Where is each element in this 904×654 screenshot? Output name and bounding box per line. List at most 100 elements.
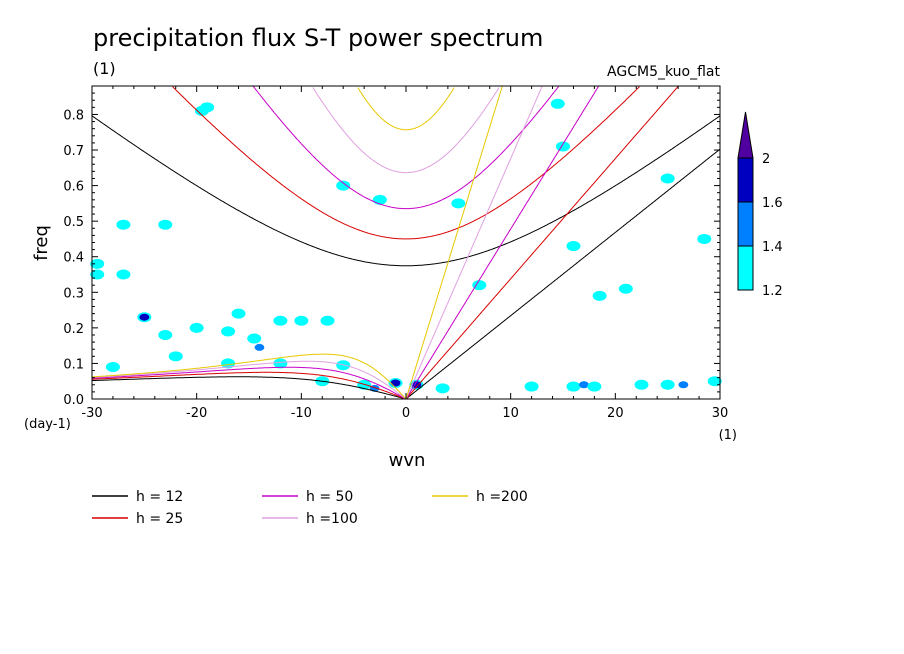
contour-blob <box>390 379 401 387</box>
dispersion-curve-er <box>92 360 407 400</box>
y-tick-label: 0.2 <box>63 322 84 337</box>
contour-blob <box>320 315 335 326</box>
contour-blob <box>336 180 351 191</box>
x-axis-label: wvn <box>389 450 426 471</box>
dispersion-curve-er <box>91 376 407 400</box>
dispersion-curves <box>91 85 721 400</box>
contour-blob <box>221 358 236 369</box>
contour-blob <box>579 381 589 389</box>
legend-label: h = 50 <box>306 489 353 505</box>
dispersion-curve-er <box>92 366 407 400</box>
y-tick-label: 0.4 <box>63 251 84 266</box>
y-tick-label: 0.3 <box>63 286 84 301</box>
dispersion-curve-ig <box>91 115 721 267</box>
dispersion-curve-ig <box>357 87 455 131</box>
contour-blob <box>116 219 131 230</box>
contour-blob <box>634 379 649 390</box>
contour-blob <box>435 383 450 394</box>
contour-blob <box>472 280 487 291</box>
contour-blob <box>524 381 539 392</box>
colorbar-top-triangle <box>737 111 754 159</box>
chart-subtitle-left: (1) <box>93 59 116 78</box>
x-axis: -30 -20 -10 0 10 20 30 <box>81 86 728 421</box>
contour-blob <box>660 379 675 390</box>
dispersion-curve-kelvin <box>405 86 679 400</box>
dispersion-curve-ig <box>172 86 640 240</box>
contour-blob <box>372 194 387 205</box>
contour-blob <box>660 173 675 184</box>
x-tick-label: 30 <box>712 406 729 421</box>
y-tick-label: 0.6 <box>63 180 84 195</box>
dispersion-curve-kelvin <box>405 86 543 400</box>
colorbar-level-label: 1.4 <box>762 240 783 255</box>
contour-blob <box>556 141 570 152</box>
contour-blob <box>566 241 581 252</box>
contour-blob <box>451 198 466 209</box>
contour-blob <box>90 269 105 280</box>
contour-blob <box>116 269 131 280</box>
contour-blob <box>618 283 633 294</box>
contour-blob <box>168 351 183 362</box>
plot-frame <box>91 85 721 400</box>
contour-blob <box>247 333 262 344</box>
chart-subtitle-right: AGCM5_kuo_flat <box>607 64 720 80</box>
dispersion-curve-er <box>92 371 407 400</box>
contour-blob <box>200 102 215 113</box>
dispersion-curve-ig <box>252 85 560 210</box>
contour-blob <box>254 343 265 351</box>
y-axis-label: freq <box>31 225 52 261</box>
contour-blob <box>294 315 309 326</box>
dispersion-curve-ig <box>312 87 500 174</box>
x-tick-label: 0 <box>402 406 410 421</box>
contour-blob <box>231 308 246 319</box>
y-tick-label: 0.7 <box>63 144 84 159</box>
colorbar: 1.2 1.4 1.6 2 <box>737 111 783 299</box>
dispersion-curve-kelvin <box>405 148 721 400</box>
contour-blob <box>189 322 204 333</box>
colorbar-level-label: 1.6 <box>762 196 783 211</box>
x-tick-label: 20 <box>607 406 624 421</box>
x-tick-label: 10 <box>502 406 519 421</box>
dispersion-curve-kelvin <box>405 86 503 400</box>
y-tick-label: 0.0 <box>63 393 84 408</box>
contour-blob <box>221 326 236 337</box>
contour-blob <box>566 381 581 392</box>
contour-blob <box>707 376 722 387</box>
contour-blob <box>90 258 105 269</box>
contour-blob <box>592 290 607 301</box>
colorbar-swatch <box>737 201 754 247</box>
x-tick-label: -10 <box>291 406 312 421</box>
x-unit-label: (1) <box>719 428 737 443</box>
contour-blob <box>678 381 689 389</box>
chart-title: precipitation flux S-T power spectrum <box>93 24 543 52</box>
dispersion-curve-kelvin <box>405 85 600 400</box>
colorbar-swatch <box>737 157 754 203</box>
contour-blob <box>105 361 120 372</box>
y-unit-label: (day-1) <box>24 417 71 432</box>
contour-blob <box>273 315 288 326</box>
dispersion-curve-er <box>91 353 407 400</box>
x-tick-label: -30 <box>81 406 102 421</box>
legend-label: h = 12 <box>136 489 183 505</box>
y-tick-label: 0.5 <box>63 215 84 230</box>
colorbar-level-label: 1.2 <box>762 284 783 299</box>
contour-blob <box>139 313 150 321</box>
contour-blob <box>550 98 565 109</box>
contour-layer <box>90 98 722 394</box>
legend-label: h = 25 <box>136 511 183 527</box>
x-tick-label: -20 <box>186 406 207 421</box>
colorbar-level-label: 2 <box>762 152 770 167</box>
legend: h = 12 h = 25 h = 50 h =100 h =200 <box>92 489 528 527</box>
contour-blob <box>158 329 173 340</box>
y-axis: 0.0 0.1 0.2 0.3 0.4 0.5 0.6 0.7 0.8 <box>63 92 720 408</box>
y-tick-label: 0.1 <box>63 357 84 372</box>
contour-blob <box>273 358 288 369</box>
legend-label: h =200 <box>476 489 528 505</box>
y-tick-label: 0.8 <box>63 108 84 123</box>
colorbar-swatch <box>737 245 754 291</box>
contour-blob <box>587 381 602 392</box>
legend-label: h =100 <box>306 511 358 527</box>
contour-blob <box>697 233 712 244</box>
contour-blob <box>158 219 173 230</box>
